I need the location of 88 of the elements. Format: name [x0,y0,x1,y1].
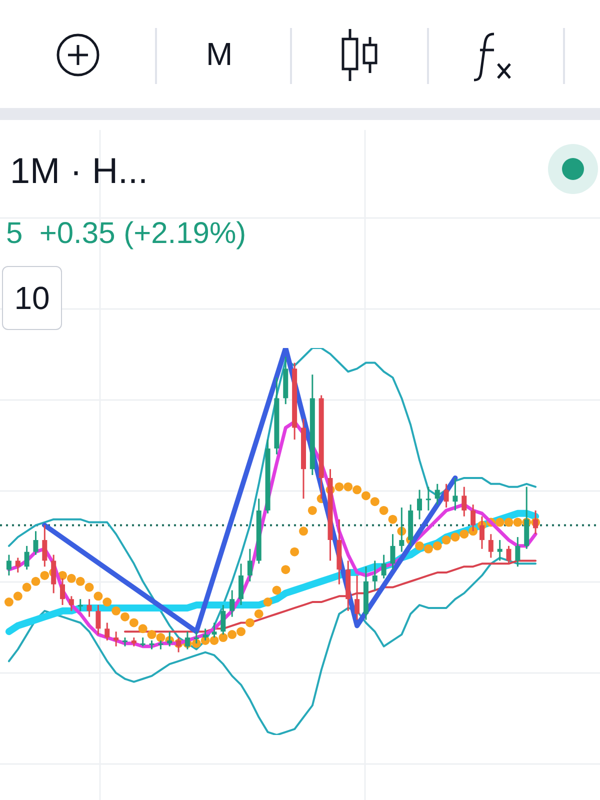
point [40,570,50,580]
point [415,541,424,550]
point [22,582,32,592]
point [504,518,514,527]
point [388,514,398,524]
candlestick [176,636,182,654]
point [361,491,370,500]
candlestick [68,595,74,612]
candlestick [51,554,56,594]
candlestick [497,539,502,562]
point [129,618,138,628]
candlestick [381,554,386,580]
candlestick [42,524,48,568]
candlestick [194,630,199,644]
point [66,574,76,583]
chart-subtitle: 5 +0.35 (+2.19%) [6,217,246,251]
point [379,506,388,515]
candlestick [247,548,252,582]
candlestick [390,533,396,570]
point [120,612,130,622]
candlestick [114,630,119,648]
candlestick [238,562,244,606]
point [254,609,264,618]
point [84,582,94,592]
candlestick [372,560,378,591]
text: 10 [2,266,62,330]
point [442,536,451,545]
point [370,497,380,506]
candlestick [479,516,484,550]
candlestick [184,630,190,650]
point [112,606,121,616]
candlestick [462,486,467,518]
point [4,598,14,607]
point [31,576,40,586]
point [281,565,290,574]
candlestick [417,489,422,520]
point [147,630,156,640]
candlestick [434,483,440,506]
point [245,618,254,628]
point [102,598,112,607]
candlestick [15,557,20,574]
point [290,547,300,556]
candlestick [452,477,458,512]
point [138,624,148,634]
candlestick [6,554,12,576]
candlestick [470,504,476,532]
candlestick [202,628,208,642]
point [432,541,442,550]
point [460,530,469,539]
candlestick [104,622,110,642]
candlestick [78,598,83,612]
candlestick [444,483,449,508]
candlestick [220,604,226,636]
point [228,630,237,640]
candlestick [60,578,66,606]
point [210,636,219,645]
point [308,506,317,515]
text: M [206,36,233,73]
candlestick [488,533,494,558]
candlestick [354,574,360,621]
point [94,592,103,601]
candlestick [426,486,431,512]
candlestick [399,506,404,553]
point [236,627,246,636]
candlestick [167,630,172,648]
point [263,598,272,607]
point [156,633,166,642]
candlestick [515,536,520,568]
candlestick [533,510,538,535]
point [298,526,308,536]
point [352,485,362,494]
point [218,633,228,642]
candlestick [96,604,101,636]
candlestick [24,545,30,570]
point [495,518,504,527]
point [334,482,344,492]
chart-title: 1M · H... [10,150,148,192]
candlestick [86,598,92,618]
point [513,518,522,527]
candlestick [230,589,235,618]
candlestick [212,622,217,638]
point [76,576,85,586]
point [424,544,433,554]
point [450,532,460,542]
point [344,482,353,492]
candlestick [33,530,38,556]
point [13,592,22,601]
point [272,586,282,595]
